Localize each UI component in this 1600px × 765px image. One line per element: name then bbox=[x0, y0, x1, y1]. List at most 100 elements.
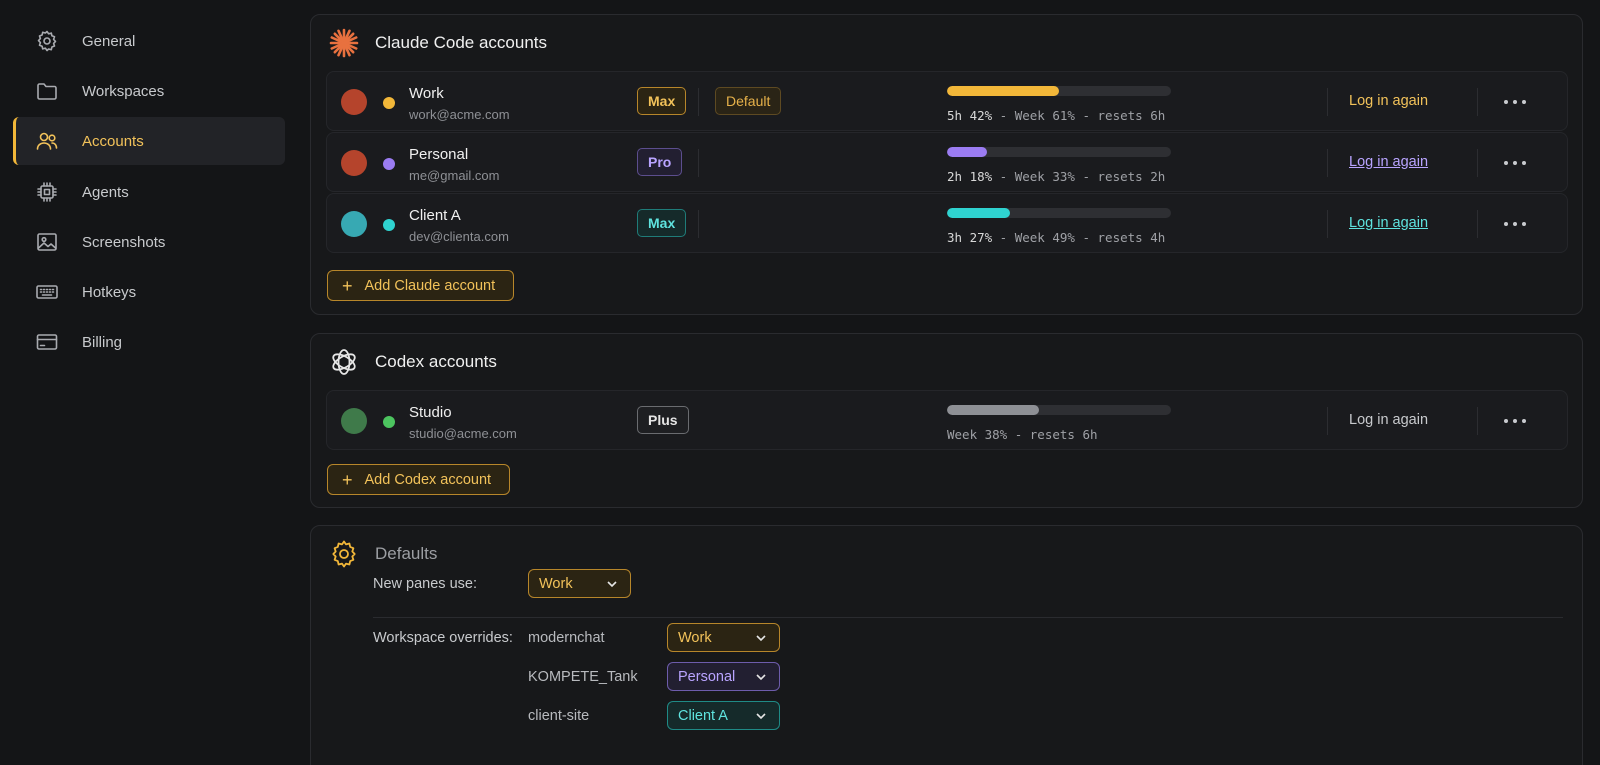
divider bbox=[1477, 210, 1478, 238]
divider bbox=[373, 617, 1563, 618]
account-row-work: Work work@acme.com Max Default 5h 42% - … bbox=[326, 71, 1568, 131]
gear-icon bbox=[35, 29, 59, 53]
card-header: Defaults bbox=[329, 538, 437, 570]
usage-details: - Week 49% - resets 4h bbox=[992, 230, 1166, 245]
usage-details: - Week 61% - resets 6h bbox=[992, 108, 1166, 123]
claude-logo-icon bbox=[329, 28, 359, 58]
account-row-personal: Personal me@gmail.com Pro 2h 18% - Week … bbox=[326, 132, 1568, 192]
account-email: me@gmail.com bbox=[409, 168, 500, 183]
usage-session: 3h 27% bbox=[947, 230, 993, 245]
workspace-override-select[interactable]: Work bbox=[667, 623, 780, 652]
sidebar-item-general[interactable]: General bbox=[13, 17, 285, 65]
workspace-name: client-site bbox=[528, 708, 590, 724]
divider bbox=[1327, 149, 1328, 177]
log-in-again-link[interactable]: Log in again bbox=[1349, 154, 1429, 170]
sidebar-item-billing[interactable]: Billing bbox=[13, 318, 285, 366]
more-options-icon[interactable] bbox=[1502, 151, 1528, 175]
divider bbox=[698, 210, 699, 238]
workspace-overrides-label: Workspace overrides: bbox=[373, 630, 513, 646]
usage-session: 2h 18% bbox=[947, 169, 993, 184]
divider bbox=[698, 88, 699, 116]
status-dot bbox=[383, 158, 395, 170]
usage-bar-fill bbox=[947, 147, 988, 157]
more-options-icon[interactable] bbox=[1502, 409, 1528, 433]
users-icon bbox=[35, 129, 59, 153]
avatar bbox=[341, 150, 367, 176]
sidebar-item-label: Accounts bbox=[82, 132, 144, 150]
divider bbox=[1327, 88, 1328, 116]
image-icon bbox=[35, 230, 59, 254]
card-title: Defaults bbox=[375, 544, 438, 563]
chevron-down-icon bbox=[756, 635, 766, 642]
default-badge: Default bbox=[715, 87, 782, 115]
keyboard-icon bbox=[35, 280, 59, 304]
workspace-override-select[interactable]: Client A bbox=[667, 701, 780, 730]
folder-icon bbox=[35, 79, 59, 103]
plus-icon: + bbox=[342, 469, 353, 490]
add-claude-account-button[interactable]: + Add Claude account bbox=[327, 270, 515, 301]
workspace-override-select[interactable]: Personal bbox=[667, 662, 780, 691]
chevron-down-icon bbox=[756, 674, 766, 681]
plan-badge: Plus bbox=[637, 406, 689, 434]
new-panes-select[interactable]: Work bbox=[528, 569, 631, 598]
status-dot bbox=[383, 219, 395, 231]
card-header: Claude Code accounts bbox=[329, 27, 547, 59]
usage-session: 5h 42% bbox=[947, 108, 993, 123]
new-panes-label: New panes use: bbox=[373, 576, 477, 592]
avatar bbox=[341, 89, 367, 115]
select-value: Personal bbox=[678, 668, 736, 685]
chip-icon bbox=[35, 180, 59, 204]
sidebar-item-hotkeys[interactable]: Hotkeys bbox=[13, 268, 285, 316]
usage-bar-fill bbox=[947, 208, 1010, 218]
workspace-name: KOMPETE_Tank bbox=[528, 669, 638, 685]
select-value: Work bbox=[678, 629, 712, 646]
log-in-again-link[interactable]: Log in again bbox=[1349, 215, 1429, 231]
avatar bbox=[341, 211, 367, 237]
usage-details: - Week 33% - resets 2h bbox=[992, 169, 1166, 184]
account-name: Work bbox=[409, 85, 444, 102]
log-in-again-link[interactable]: Log in again bbox=[1349, 412, 1429, 428]
sidebar-item-label: Workspaces bbox=[82, 82, 165, 100]
add-codex-account-label: Add Codex account bbox=[364, 471, 492, 488]
sidebar-item-label: Screenshots bbox=[82, 233, 166, 251]
plus-icon: + bbox=[342, 275, 353, 296]
usage-text: Week 38% - resets 6h bbox=[947, 427, 1098, 442]
divider bbox=[1327, 407, 1328, 435]
gear-icon bbox=[332, 540, 356, 568]
workspace-name: modernchat bbox=[528, 630, 605, 646]
usage-bar bbox=[947, 147, 1171, 157]
sidebar-item-accounts[interactable]: Accounts bbox=[13, 117, 285, 165]
plan-badge: Pro bbox=[637, 148, 683, 176]
sidebar-item-screenshots[interactable]: Screenshots bbox=[13, 218, 285, 266]
sidebar: General Workspaces Accounts Agents Scree… bbox=[0, 0, 300, 765]
log-in-again-link[interactable]: Log in again bbox=[1349, 93, 1429, 109]
divider bbox=[1477, 407, 1478, 435]
sidebar-item-workspaces[interactable]: Workspaces bbox=[13, 67, 285, 115]
usage-bar-fill bbox=[947, 86, 1059, 96]
usage-bar bbox=[947, 405, 1171, 415]
card-header: Codex accounts bbox=[329, 346, 497, 378]
account-email: studio@acme.com bbox=[409, 426, 517, 441]
usage-text: 2h 18% - Week 33% - resets 2h bbox=[947, 169, 1165, 184]
account-name: Studio bbox=[409, 404, 452, 421]
divider bbox=[1327, 210, 1328, 238]
divider bbox=[698, 149, 699, 177]
account-name: Client A bbox=[409, 207, 461, 224]
usage-bar-fill bbox=[947, 405, 1039, 415]
add-claude-account-label: Add Claude account bbox=[364, 277, 496, 294]
more-options-icon[interactable] bbox=[1502, 90, 1528, 114]
usage-bar bbox=[947, 208, 1171, 218]
sidebar-item-agents[interactable]: Agents bbox=[13, 168, 285, 216]
chevron-down-icon bbox=[607, 581, 617, 588]
add-codex-account-button[interactable]: + Add Codex account bbox=[327, 464, 511, 495]
defaults-card: Defaults New panes use: Work Workspace o… bbox=[310, 525, 1583, 765]
sidebar-item-label: Billing bbox=[82, 333, 123, 351]
plan-badge: Max bbox=[637, 87, 687, 115]
divider bbox=[1477, 149, 1478, 177]
more-options-icon[interactable] bbox=[1502, 212, 1528, 236]
openai-logo-icon bbox=[332, 349, 356, 375]
usage-text: 5h 42% - Week 61% - resets 6h bbox=[947, 108, 1165, 123]
sidebar-item-label: Hotkeys bbox=[82, 283, 137, 301]
account-name: Personal bbox=[409, 146, 469, 163]
account-email: dev@clienta.com bbox=[409, 229, 509, 244]
